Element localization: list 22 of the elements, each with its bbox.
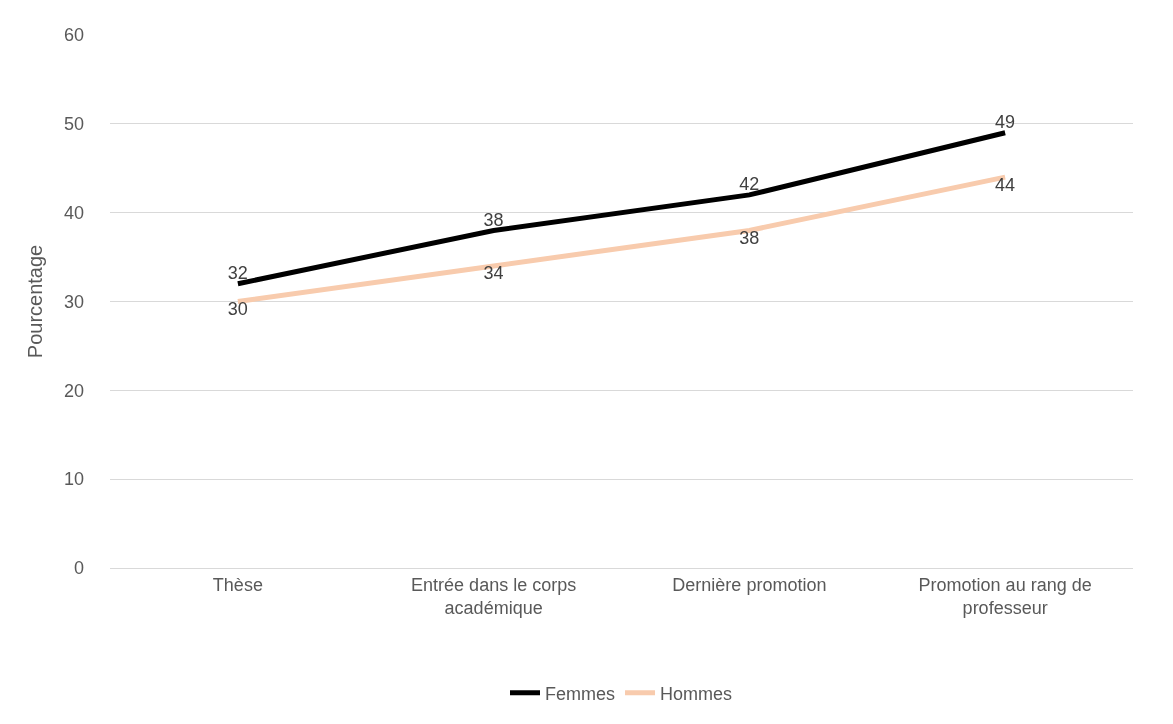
- y-tick-label: 20: [63, 380, 84, 401]
- x-tick-label: Dernière promotion: [672, 574, 827, 595]
- y-tick-label: 40: [63, 202, 84, 223]
- data-label: 34: [483, 263, 504, 284]
- data-label: 44: [995, 174, 1016, 195]
- data-label: 38: [483, 209, 504, 230]
- x-tick-label: Entrée dans le corps académique: [411, 574, 577, 618]
- y-axis-title: Pourcentage: [24, 244, 47, 359]
- legend-label: Hommes: [660, 683, 733, 704]
- x-tick-label: Promotion au rang de professeur: [918, 574, 1092, 618]
- data-label: 30: [227, 299, 248, 319]
- y-tick-label: 0: [73, 558, 84, 579]
- data-label: 38: [739, 227, 760, 248]
- y-tick-label: 50: [63, 114, 84, 135]
- legend-label: Femmes: [545, 683, 616, 704]
- y-tick-label: 30: [63, 291, 84, 312]
- y-tick-label: 60: [63, 25, 84, 46]
- y-tick-label: 10: [63, 469, 84, 490]
- data-label: 32: [227, 263, 248, 284]
- x-tick-label: Thèse: [212, 574, 263, 595]
- data-label: 42: [739, 174, 760, 195]
- data-label: 49: [995, 112, 1016, 133]
